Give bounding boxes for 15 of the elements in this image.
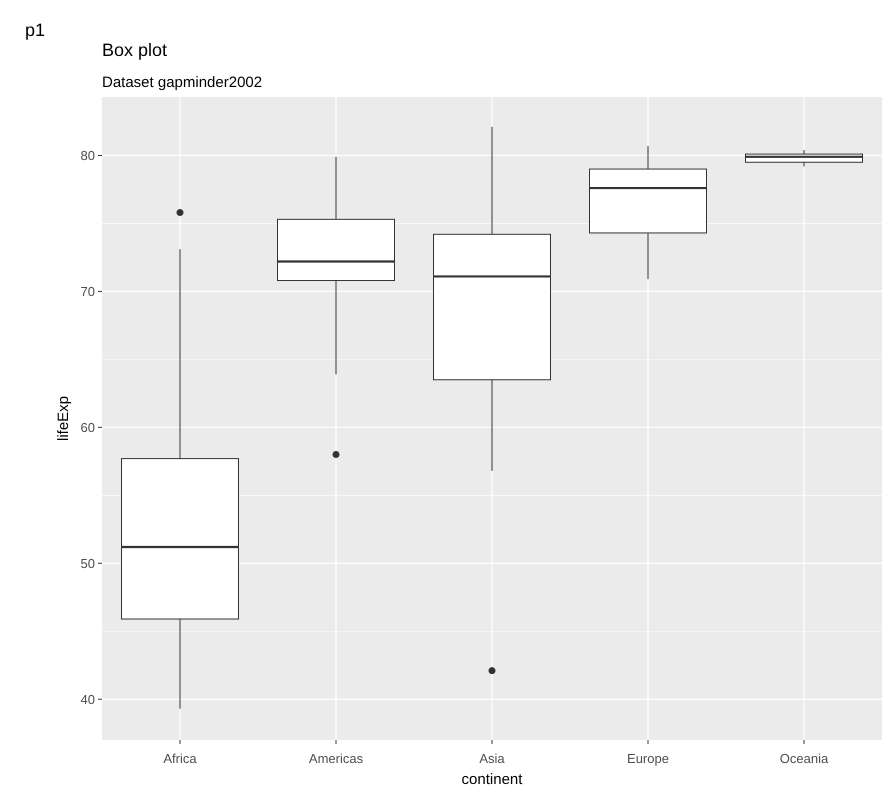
chart-title: Box plot [102, 40, 168, 60]
x-tick-label: Americas [308, 751, 364, 766]
y-axis-title: lifeExp [55, 396, 72, 442]
y-tick-label: 60 [80, 420, 95, 435]
chart-subtitle: Dataset gapminder2002 [102, 74, 262, 91]
y-tick-label: 70 [80, 284, 95, 299]
x-axis-title: continent [462, 771, 524, 788]
x-tick-label: Asia [479, 751, 506, 766]
x-tick-label: Oceania [780, 751, 829, 766]
x-tick-label: Africa [163, 751, 198, 766]
y-tick-label: 40 [80, 692, 95, 707]
x-tick-label: Europe [627, 751, 669, 766]
text: p1 [25, 20, 46, 40]
y-tick-label: 50 [80, 556, 95, 571]
y-tick-label: 80 [80, 148, 95, 164]
